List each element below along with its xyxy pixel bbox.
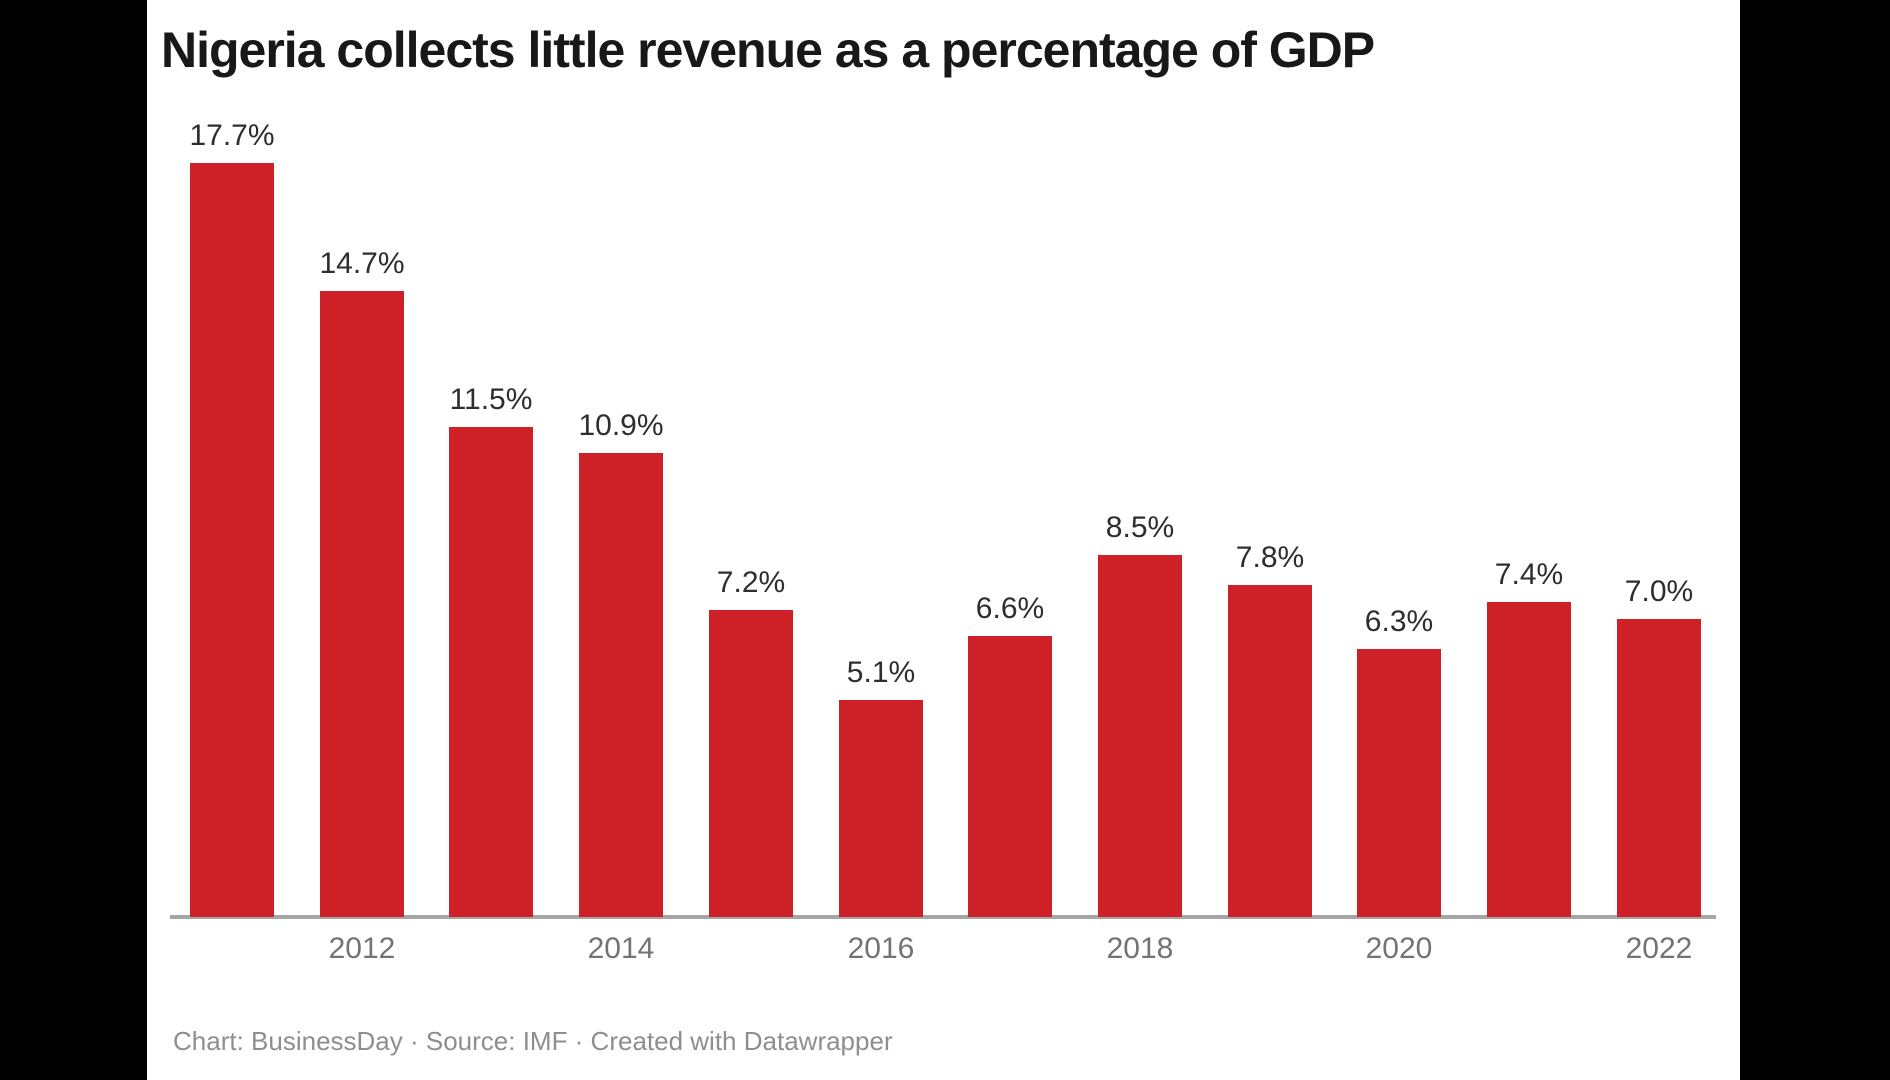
bar-value-label: 14.7%: [319, 247, 405, 280]
x-axis-tick-label: 2012: [328, 932, 396, 965]
bar: [709, 610, 793, 917]
letterbox-left: [0, 0, 147, 1080]
x-axis-line: [170, 915, 1716, 919]
bar-value-label: 17.7%: [189, 119, 275, 152]
chart-footer: Chart: BusinessDay · Source: IMF · Creat…: [173, 1026, 893, 1056]
x-axis-tick-label: 2020: [1365, 932, 1433, 965]
x-axis-tick-label: 2014: [587, 932, 655, 965]
bar-value-label: 7.4%: [1494, 558, 1564, 591]
bar: [968, 636, 1052, 917]
chart-card: Nigeria collects little revenue as a per…: [147, 0, 1740, 1080]
bar-value-label: 10.9%: [578, 409, 664, 442]
x-axis-tick-label: 2018: [1106, 932, 1174, 965]
bar-value-label: 5.1%: [846, 656, 916, 689]
bar: [1617, 619, 1701, 917]
bar-value-label: 7.8%: [1235, 541, 1305, 574]
bar-chart-plot: 17.7% 14.7% 11.5% 10.9% 7.2% 5.1% 6.6% 8.5% 7.8%…: [147, 0, 1740, 1080]
bar: [1228, 585, 1312, 917]
bar: [579, 453, 663, 917]
bar-value-label: 8.5%: [1105, 511, 1175, 544]
letterbox-right: [1740, 0, 1890, 1080]
bar-value-label: 6.6%: [975, 592, 1045, 625]
bar-value-label: 6.3%: [1364, 605, 1434, 638]
bar: [449, 427, 533, 917]
bar: [320, 291, 404, 917]
bar-value-label: 11.5%: [449, 383, 533, 416]
x-axis-tick-label: 2022: [1625, 932, 1693, 965]
bar: [839, 700, 923, 917]
x-axis-tick-label: 2016: [847, 932, 915, 965]
bar: [190, 163, 274, 917]
bar: [1098, 555, 1182, 917]
bar-value-label: 7.2%: [716, 566, 786, 599]
chart-title: Nigeria collects little revenue as a per…: [161, 22, 1375, 78]
bar: [1357, 649, 1441, 917]
bar-value-label: 7.0%: [1624, 575, 1694, 608]
bar: [1487, 602, 1571, 917]
